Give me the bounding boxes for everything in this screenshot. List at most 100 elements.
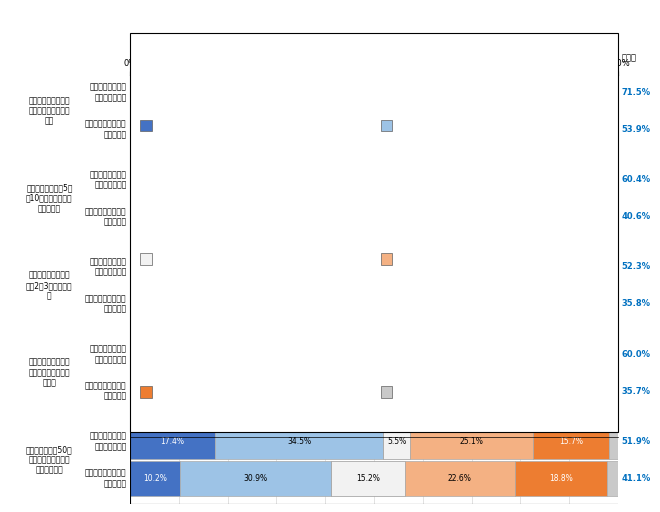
- Text: 40.0%: 40.0%: [315, 175, 339, 184]
- Bar: [305, 286, 395, 321]
- Bar: [130, 112, 190, 147]
- Bar: [533, 424, 609, 459]
- Text: 13.6%: 13.6%: [573, 263, 597, 271]
- Bar: [304, 374, 375, 409]
- Text: 私は、今の会社で5年
後10年後も働いてい
たいと思う: 私は、今の会社で5年 後10年後も働いてい たいと思う: [26, 183, 73, 213]
- Text: 取り組んでいない、
わからない: 取り組んでいない、 わからない: [85, 294, 127, 313]
- Bar: [423, 337, 446, 372]
- Text: どちらかと言えば当てはまらない: どちらかと言えば当てはまらない: [397, 254, 472, 263]
- Text: 取り組んでいない、
わからない: 取り組んでいない、 わからない: [85, 381, 127, 401]
- Text: 34.5%: 34.5%: [287, 437, 311, 446]
- Bar: [599, 374, 618, 409]
- Bar: [607, 461, 618, 496]
- Text: 7.2%: 7.2%: [433, 175, 452, 184]
- Bar: [512, 286, 618, 321]
- Bar: [205, 249, 385, 284]
- Text: 私の職場では、女性
社員の多くが活躍し
ている: 私の職場では、女性 社員の多くが活躍し ている: [28, 358, 70, 388]
- Text: 肯定計: 肯定計: [621, 53, 636, 62]
- Bar: [230, 162, 425, 197]
- Text: 53.9%: 53.9%: [621, 125, 650, 134]
- Text: どちらとも言えない: どちらとも言えない: [156, 254, 201, 263]
- Text: 24.3%: 24.3%: [480, 263, 504, 271]
- Text: 当てはまらない: 当てはまらない: [156, 388, 191, 396]
- Text: 10.2%: 10.2%: [143, 474, 167, 483]
- Bar: [331, 461, 405, 496]
- Text: 50.2%: 50.2%: [345, 88, 368, 97]
- Text: 52.3%: 52.3%: [621, 263, 650, 271]
- Bar: [446, 337, 548, 372]
- Bar: [395, 286, 512, 321]
- Bar: [478, 374, 599, 409]
- Bar: [130, 162, 230, 197]
- Text: 20.7%: 20.7%: [556, 212, 580, 221]
- Bar: [130, 461, 180, 496]
- Bar: [130, 249, 205, 284]
- Text: 4.0%: 4.0%: [599, 387, 618, 396]
- Text: 「働き方変革」に
取り組んでいる: 「働き方変革」に 取り組んでいる: [90, 257, 127, 276]
- Text: 「働き方変革」に
取り組んでいる: 「働き方変革」に 取り組んでいる: [90, 170, 127, 189]
- Bar: [163, 286, 305, 321]
- Bar: [393, 112, 471, 147]
- Text: 41.1%: 41.1%: [621, 474, 651, 483]
- Bar: [240, 337, 423, 372]
- Text: 9.1%: 9.1%: [143, 387, 162, 396]
- Text: 17.0%: 17.0%: [538, 88, 562, 97]
- Bar: [190, 112, 393, 147]
- Text: 20.4%: 20.4%: [168, 175, 192, 184]
- Bar: [130, 337, 240, 372]
- Text: 29.0%: 29.0%: [222, 300, 246, 308]
- Text: 24.7%: 24.7%: [526, 387, 550, 396]
- Text: 26.6%: 26.6%: [227, 387, 251, 396]
- Text: 15.7%: 15.7%: [559, 437, 583, 446]
- Bar: [552, 249, 618, 284]
- Text: 60.4%: 60.4%: [621, 175, 650, 184]
- Bar: [130, 75, 234, 110]
- Text: 4.7%: 4.7%: [424, 350, 444, 359]
- Text: 40.6%: 40.6%: [621, 212, 650, 221]
- Text: 「働き方変革」に
取り組んでいる: 「働き方変革」に 取り組んでいる: [90, 345, 127, 364]
- Bar: [130, 286, 163, 321]
- Text: 18.5%: 18.5%: [461, 212, 484, 221]
- Text: 私の仕事は、一生懸
命に取り組む価値が
ある: 私の仕事は、一生懸 命に取り組む価値が ある: [28, 96, 70, 126]
- Bar: [234, 75, 479, 110]
- Text: 9.8%: 9.8%: [399, 263, 418, 271]
- Bar: [548, 337, 610, 372]
- Bar: [556, 112, 618, 147]
- Text: 5.5%: 5.5%: [387, 437, 407, 446]
- Text: 41.7%: 41.7%: [280, 125, 304, 134]
- Text: 21.1%: 21.1%: [414, 387, 438, 396]
- Text: 12.8%: 12.8%: [576, 125, 599, 134]
- Text: 20.3%: 20.3%: [366, 212, 389, 221]
- Bar: [425, 162, 460, 197]
- Text: 12.8%: 12.8%: [567, 350, 591, 359]
- Text: 21.3%: 21.3%: [170, 88, 194, 97]
- Bar: [178, 199, 328, 234]
- Text: 17.4%: 17.4%: [160, 437, 184, 446]
- Bar: [460, 162, 549, 197]
- Bar: [215, 424, 383, 459]
- Bar: [517, 199, 618, 234]
- Text: 20.9%: 20.9%: [484, 350, 509, 359]
- Text: 30.9%: 30.9%: [241, 212, 265, 221]
- Bar: [508, 75, 591, 110]
- Bar: [410, 424, 533, 459]
- Text: 6.8%: 6.8%: [137, 300, 156, 308]
- Text: 15.3%: 15.3%: [155, 263, 180, 271]
- Text: 6.0%: 6.0%: [484, 88, 503, 97]
- Text: 22.6%: 22.6%: [448, 474, 472, 483]
- Text: 14.0%: 14.0%: [572, 175, 595, 184]
- Text: 14.5%: 14.5%: [327, 387, 352, 396]
- Bar: [130, 199, 178, 234]
- Bar: [405, 461, 515, 496]
- Text: 当てはまる: 当てはまる: [156, 121, 182, 131]
- Text: 60.0%: 60.0%: [621, 350, 650, 359]
- Bar: [609, 424, 618, 459]
- Text: 37.0%: 37.0%: [283, 263, 307, 271]
- Text: 取り組んでいない、
わからない: 取り組んでいない、 わからない: [85, 120, 127, 139]
- Text: 「働き方変革」に
取り組んでいる: 「働き方変革」に 取り組んでいる: [90, 432, 127, 451]
- Bar: [591, 75, 618, 110]
- Text: 35.7%: 35.7%: [621, 387, 650, 396]
- Text: 21.7%: 21.7%: [552, 300, 576, 308]
- Text: 該当者がいない: 該当者がいない: [397, 388, 432, 396]
- Text: 18.8%: 18.8%: [549, 474, 573, 483]
